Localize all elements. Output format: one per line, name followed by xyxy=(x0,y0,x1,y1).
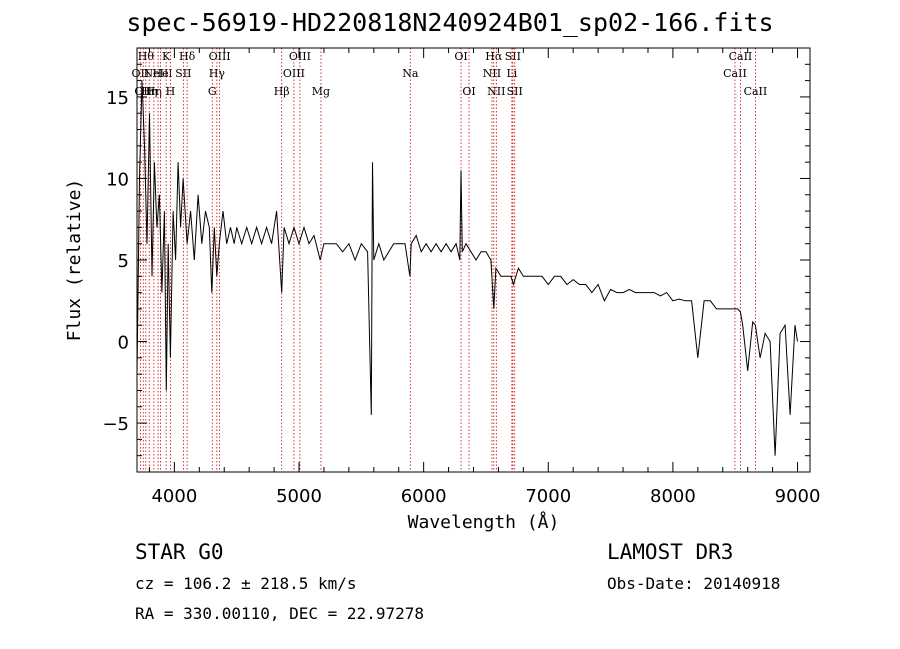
line-label: OII xyxy=(132,67,150,80)
axis-ticks xyxy=(137,48,810,472)
line-label: Hθ xyxy=(138,50,155,63)
line-label: OI xyxy=(462,85,475,98)
survey-label: LAMOST DR3 xyxy=(607,540,734,564)
spectrum-series xyxy=(136,80,798,456)
x-tick-label: 5000 xyxy=(276,486,322,507)
line-label: Hη xyxy=(146,85,162,98)
line-label: Hδ xyxy=(179,50,196,63)
line-label: SII xyxy=(507,85,523,98)
coordinates-label: RA = 330.00110, DEC = 22.97278 xyxy=(135,604,424,623)
x-tick-label: 4000 xyxy=(151,486,197,507)
line-label: OI xyxy=(454,50,467,63)
line-label: OIII xyxy=(283,67,305,80)
observation-date-label: Obs-Date: 20140918 xyxy=(607,574,781,593)
line-label: CaII xyxy=(729,50,753,63)
plot-frame xyxy=(136,47,811,473)
x-tick-label: 7000 xyxy=(525,486,571,507)
axis-labels: 4000 5000 6000 7000 8000 9000 −5 0 5 10 15 Waveleng… xyxy=(64,88,820,533)
y-axis-title: Flux (relative) xyxy=(64,179,85,342)
line-label: NII xyxy=(487,85,505,98)
line-label: Mg xyxy=(312,85,330,98)
redshift-velocity-label: cz = 106.2 ± 218.5 km/s xyxy=(135,574,357,593)
line-label: K xyxy=(162,50,171,63)
line-label: Hγ xyxy=(209,67,226,80)
line-label: OIII xyxy=(289,50,311,63)
y-tick-label: 15 xyxy=(106,88,129,109)
line-label: NII xyxy=(483,67,501,80)
object-class-label: STAR G0 xyxy=(135,540,224,564)
line-label: CaII xyxy=(723,67,747,80)
spectrum-line xyxy=(136,80,798,456)
y-tick-label: 0 xyxy=(118,333,129,354)
line-label: OIII xyxy=(209,50,231,63)
line-label: CaII xyxy=(744,85,768,98)
line-label: OII xyxy=(134,85,152,98)
line-label: Li xyxy=(506,67,517,80)
line-label: Hβ xyxy=(274,85,290,98)
chart-title: spec-56919-HD220818N240924B01_sp02-166.f… xyxy=(126,8,774,37)
x-axis-title: Wavelength (Å) xyxy=(408,511,560,533)
y-tick-label: 10 xyxy=(106,169,129,190)
line-label: SII xyxy=(175,67,191,80)
line-label: Hα xyxy=(485,50,503,63)
x-tick-label: 6000 xyxy=(401,486,447,507)
line-label: Na xyxy=(402,67,419,80)
x-tick-label: 9000 xyxy=(775,486,821,507)
y-tick-label: −5 xyxy=(102,414,129,435)
line-label: Hη xyxy=(141,85,157,98)
x-tick-label: 8000 xyxy=(650,486,696,507)
y-tick-label: 5 xyxy=(118,251,129,272)
line-label: G xyxy=(208,85,217,98)
line-label: SII xyxy=(505,50,521,63)
line-label: H xyxy=(166,85,176,98)
line-label: He xyxy=(153,67,169,80)
line-label: NeIII xyxy=(143,67,172,80)
